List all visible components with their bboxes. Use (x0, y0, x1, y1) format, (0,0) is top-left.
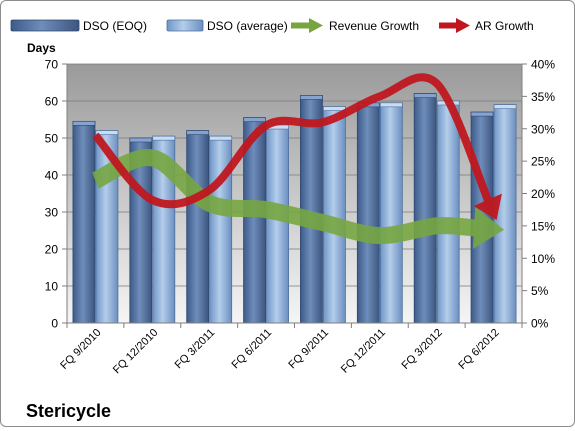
left-axis-tick-label: 30 (45, 206, 59, 220)
x-axis-tick-label: FQ 3/2011 (173, 327, 218, 372)
bar-dso-eoq-body (413, 93, 437, 324)
left-axis-tick-label: 50 (45, 132, 59, 146)
left-axis-title: Days (27, 41, 56, 55)
bar-dso-average-cap (152, 135, 176, 141)
legend-swatch-dso-eoq (10, 19, 80, 32)
bar-dso-average-cap (209, 135, 232, 141)
legend-label-dso-eoq: DSO (EOQ) (83, 19, 147, 33)
bar-dso-average (436, 100, 460, 324)
bar-dso-eoq (356, 102, 380, 324)
bar-dso-eoq-cap (186, 130, 209, 135)
bar-dso-eoq-cap (300, 95, 323, 100)
bar-dso-eoq (300, 95, 323, 324)
bar-dso-average-cap (95, 130, 119, 135)
bar-dso-eoq (186, 130, 210, 324)
legend-item-revenue-growth: Revenue Growth (291, 18, 419, 33)
bar-dso-eoq-body (300, 95, 323, 324)
left-axis-tick-label: 20 (45, 243, 59, 257)
bar-dso-eoq-cap (72, 121, 96, 126)
x-axis-tick-label: FQ 9/2011 (286, 327, 331, 372)
right-axis-tick-label: 5% (531, 284, 549, 298)
legend-arrowhead-revenue-growth (309, 18, 323, 33)
bar-dso-eoq-cap (470, 111, 494, 117)
right-axis-tick-label: 30% (531, 122, 555, 136)
bar-dso-average (266, 124, 289, 324)
legend-label-ar-growth: AR Growth (475, 19, 534, 33)
x-axis-tick-label: FQ 3/2012 (400, 327, 445, 372)
bar-dso-eoq-body (186, 130, 210, 324)
bar-dso-eoq (413, 93, 437, 324)
bar-dso-eoq (72, 120, 96, 324)
left-axis-tick-label: 60 (45, 95, 59, 109)
right-axis-tick-label: 25% (531, 155, 555, 169)
bar-dso-average-cap (380, 102, 403, 108)
bar-dso-average (379, 102, 403, 324)
legend-item-dso-average: DSO (average) (166, 19, 288, 33)
bar-dso-average (323, 106, 346, 324)
legend: DSO (EOQ) DSO (average) Revenue Growth A… (10, 18, 534, 33)
bar-dso-average-cap (493, 104, 517, 109)
bar-dso-eoq-cap (243, 117, 266, 122)
growth-lines (91, 73, 505, 249)
legend-item-dso-eoq: DSO (EOQ) (10, 19, 147, 33)
x-axis-tick-label: FQ 12/2010 (111, 327, 161, 377)
bar-dso-eoq-body (356, 102, 380, 324)
bar-dso-average-body (379, 102, 403, 324)
ar-growth-line (92, 73, 492, 209)
x-axis-tick-label: FQ 6/2011 (230, 327, 275, 372)
bar-dso-eoq-body (72, 120, 96, 324)
bar-dso-average-cap (323, 106, 346, 111)
ar-growth-arrowhead (473, 193, 502, 220)
right-axis-tick-label: 15% (531, 219, 555, 233)
right-axis-tick-label: 20% (531, 187, 555, 201)
legend-label-revenue-growth: Revenue Growth (329, 19, 419, 33)
left-axis-tick-label: 0 (51, 317, 58, 331)
revenue-growth-arrowhead (472, 207, 505, 249)
x-axis-tick-label: FQ 9/2010 (58, 327, 103, 372)
bar-dso-eoq-cap (129, 137, 153, 143)
left-axis-tick-label: 70 (45, 58, 59, 72)
company-name: Stericycle (26, 401, 111, 421)
left-axis-tick-label: 40 (45, 169, 59, 183)
right-axis-tick-label: 10% (531, 252, 555, 266)
legend-swatch-dso-average (166, 19, 204, 32)
legend-arrowhead-ar-growth (456, 18, 470, 33)
bar-dso-eoq-cap (413, 93, 437, 98)
left-axis-tick-label: 10 (45, 280, 59, 294)
bar-dso-average-body (436, 100, 460, 324)
right-axis-tick-label: 35% (531, 90, 555, 104)
x-axis-tick-label: FQ 6/2012 (456, 327, 501, 372)
x-axis-tick-label: FQ 12/2011 (339, 327, 388, 376)
revenue-growth-line (91, 149, 477, 245)
bar-dso-average-body (266, 124, 289, 324)
legend-item-ar-growth: AR Growth (439, 18, 534, 33)
right-axis-tick-label: 40% (531, 58, 555, 72)
legend-label-dso-average: DSO (average) (207, 19, 288, 33)
bar-dso-average-body (323, 106, 346, 324)
right-axis-tick-label: 0% (531, 317, 549, 331)
